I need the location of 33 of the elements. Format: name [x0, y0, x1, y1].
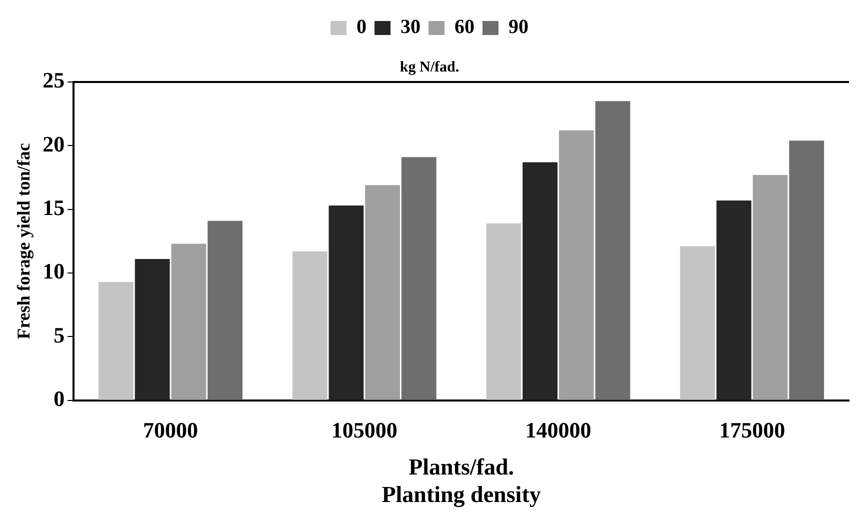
bar	[328, 206, 364, 400]
bar	[558, 130, 594, 400]
legend-title: kg N/fad.	[400, 59, 460, 76]
bar	[716, 200, 752, 400]
bar	[292, 251, 328, 400]
bar	[789, 140, 824, 400]
bar	[171, 244, 206, 400]
y-tick-label: 20	[42, 131, 65, 156]
bar	[522, 162, 558, 400]
y-tick-label: 10	[42, 258, 65, 284]
x-axis-title: Plants/fad. Planting density	[382, 454, 542, 508]
y-tick-label: 15	[42, 195, 65, 220]
y-tick-label: 5	[54, 322, 65, 348]
x-tick-label: 70000	[143, 417, 198, 442]
x-tick-label: 140000	[525, 417, 592, 442]
bar	[98, 282, 134, 400]
bar	[486, 223, 522, 400]
bar	[401, 157, 436, 400]
legend-label: 60	[454, 16, 474, 38]
x-tick-label: 105000	[331, 417, 398, 442]
bar	[752, 174, 788, 400]
y-axis-title: Fresh forage yield ton/fac	[13, 143, 34, 340]
legend-label: 30	[400, 16, 420, 38]
legend-label: 90	[508, 16, 528, 38]
y-tick-label: 0	[54, 386, 65, 412]
x-tick-label: 175000	[719, 417, 786, 442]
bar	[680, 246, 715, 400]
bar	[208, 220, 242, 400]
y-tick-label: 25	[42, 68, 65, 93]
legend-label: 0	[356, 16, 366, 38]
bar	[365, 185, 400, 400]
bar	[134, 259, 170, 400]
bar	[595, 101, 630, 400]
